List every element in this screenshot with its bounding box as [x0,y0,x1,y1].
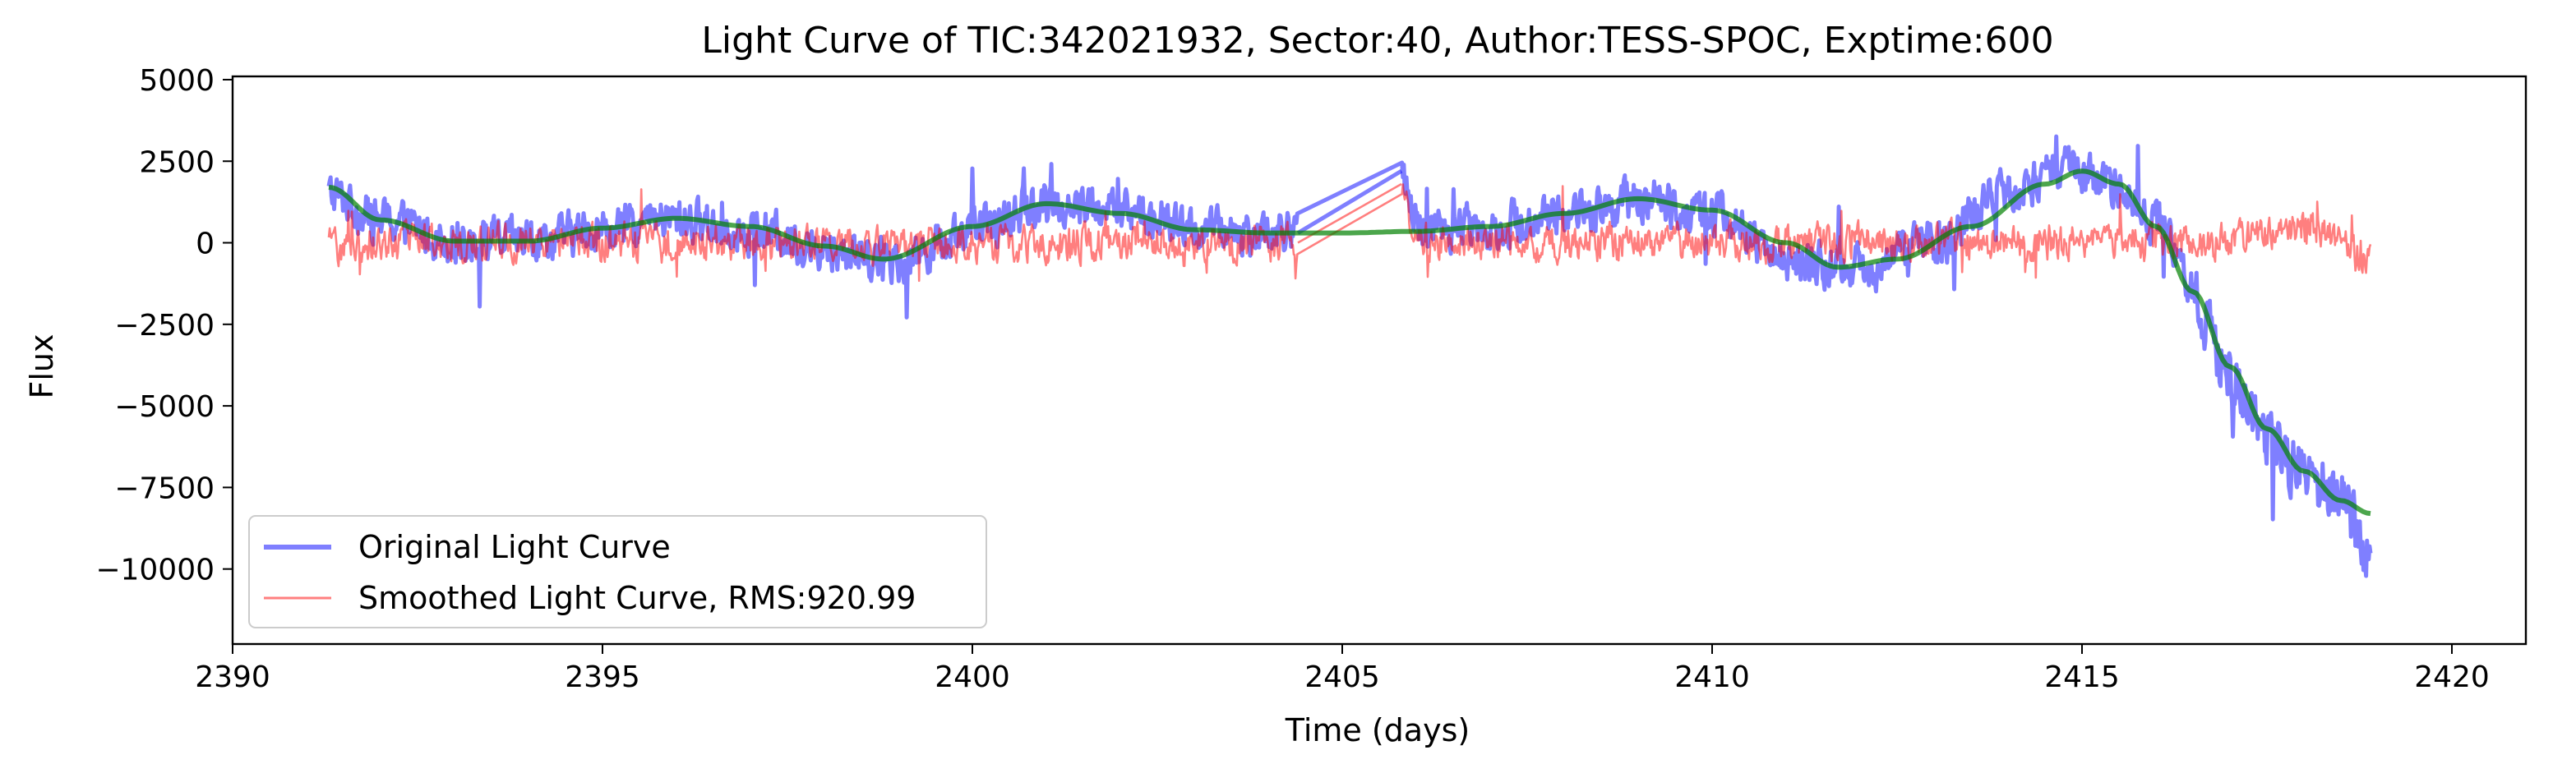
legend: Original Light Curve Smoothed Light Curve… [248,515,987,628]
x-tick-label: 2415 [2044,660,2120,694]
x-tick-label: 2390 [195,660,270,694]
legend-entry: Original Light Curve [358,529,671,565]
legend-box [248,515,987,628]
axes: 2390 2395 2400 2405 2410 2415 2420 5000 2500 0 −25… [95,64,2528,694]
y-axis-label: Flux [24,334,60,399]
y-tick-label: −10000 [95,554,215,587]
y-tick-label: −5000 [114,390,215,424]
y-tick-label: 2500 [139,145,215,179]
legend-entry: Smoothed Light Curve, RMS:920.99 [358,580,916,616]
plot-frame [231,75,2528,646]
series-line-1 [327,183,2372,283]
y-tick-label: −7500 [114,472,215,505]
x-tick-label: 2410 [1674,660,1750,694]
y-tick-label: 5000 [139,64,215,98]
x-tick-label: 2395 [565,660,640,694]
x-tick-label: 2405 [1304,660,1380,694]
gap-connector-0 [1296,169,1403,235]
x-tick-label: 2400 [935,660,1010,694]
y-tick-label: 0 [196,228,215,261]
x-axis-label: Time (days) [1285,712,1470,748]
chart-title: Light Curve of TIC:342021932, Sector:40,… [701,20,2053,62]
x-tick-label: 2420 [2414,660,2490,694]
y-tick-label: −2500 [114,309,215,343]
series-line-2 [328,168,2371,517]
